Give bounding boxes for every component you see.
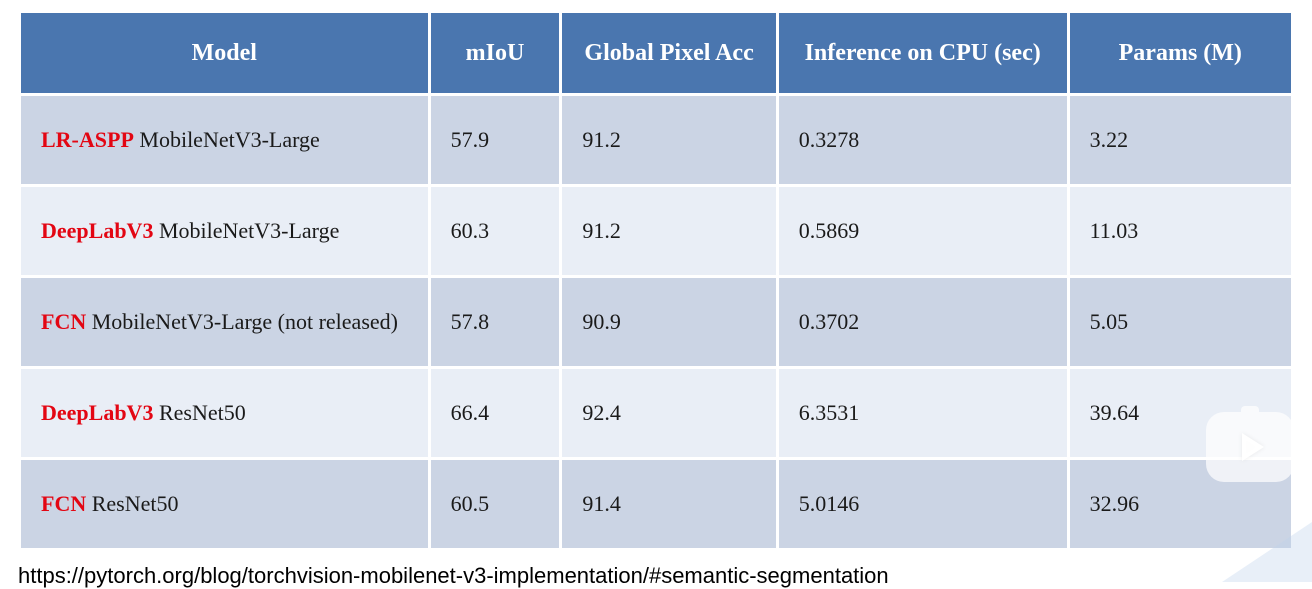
model-name-rest: MobileNetV3-Large (not released) (86, 309, 398, 334)
cell-miou: 66.4 (431, 369, 560, 457)
models-table: ModelmIoUGlobal Pixel AccInference on CP… (18, 10, 1294, 551)
cell-global_pixel_acc: 92.4 (562, 369, 775, 457)
model-name-highlight: FCN (41, 491, 86, 516)
corner-accent (1222, 522, 1312, 582)
model-name-rest: ResNet50 (86, 491, 178, 516)
cell-miou: 60.5 (431, 460, 560, 548)
model-name-rest: MobileNetV3-Large (153, 218, 339, 243)
cell-model: DeepLabV3 MobileNetV3-Large (21, 187, 428, 275)
cell-inference_cpu: 0.3278 (779, 96, 1067, 184)
cell-global_pixel_acc: 91.2 (562, 96, 775, 184)
table-row: FCN MobileNetV3-Large (not released)57.8… (21, 278, 1291, 366)
cell-params_m: 11.03 (1070, 187, 1291, 275)
cell-model: LR-ASPP MobileNetV3-Large (21, 96, 428, 184)
play-overlay-icon[interactable] (1206, 412, 1294, 482)
model-name-highlight: LR-ASPP (41, 127, 134, 152)
source-caption: https://pytorch.org/blog/torchvision-mob… (18, 563, 1294, 589)
cell-miou: 57.9 (431, 96, 560, 184)
cell-inference_cpu: 6.3531 (779, 369, 1067, 457)
table-row: LR-ASPP MobileNetV3-Large57.991.20.32783… (21, 96, 1291, 184)
col-header-2: Global Pixel Acc (562, 13, 775, 93)
cell-global_pixel_acc: 90.9 (562, 278, 775, 366)
table-body: LR-ASPP MobileNetV3-Large57.991.20.32783… (21, 96, 1291, 548)
model-name-highlight: DeepLabV3 (41, 400, 153, 425)
cell-params_m: 5.05 (1070, 278, 1291, 366)
col-header-4: Params (M) (1070, 13, 1291, 93)
cell-model: DeepLabV3 ResNet50 (21, 369, 428, 457)
model-name-rest: ResNet50 (153, 400, 245, 425)
model-name-rest: MobileNetV3-Large (134, 127, 320, 152)
cell-global_pixel_acc: 91.4 (562, 460, 775, 548)
cell-model: FCN ResNet50 (21, 460, 428, 548)
model-name-highlight: FCN (41, 309, 86, 334)
cell-global_pixel_acc: 91.2 (562, 187, 775, 275)
cell-inference_cpu: 5.0146 (779, 460, 1067, 548)
cell-params_m: 3.22 (1070, 96, 1291, 184)
cell-model: FCN MobileNetV3-Large (not released) (21, 278, 428, 366)
cell-inference_cpu: 0.5869 (779, 187, 1067, 275)
table-header-row: ModelmIoUGlobal Pixel AccInference on CP… (21, 13, 1291, 93)
table-row: DeepLabV3 ResNet5066.492.46.353139.64 (21, 369, 1291, 457)
table-row: DeepLabV3 MobileNetV3-Large60.391.20.586… (21, 187, 1291, 275)
cell-inference_cpu: 0.3702 (779, 278, 1067, 366)
cell-miou: 60.3 (431, 187, 560, 275)
cell-miou: 57.8 (431, 278, 560, 366)
col-header-0: Model (21, 13, 428, 93)
table-row: FCN ResNet5060.591.45.014632.96 (21, 460, 1291, 548)
col-header-3: Inference on CPU (sec) (779, 13, 1067, 93)
col-header-1: mIoU (431, 13, 560, 93)
model-name-highlight: DeepLabV3 (41, 218, 153, 243)
